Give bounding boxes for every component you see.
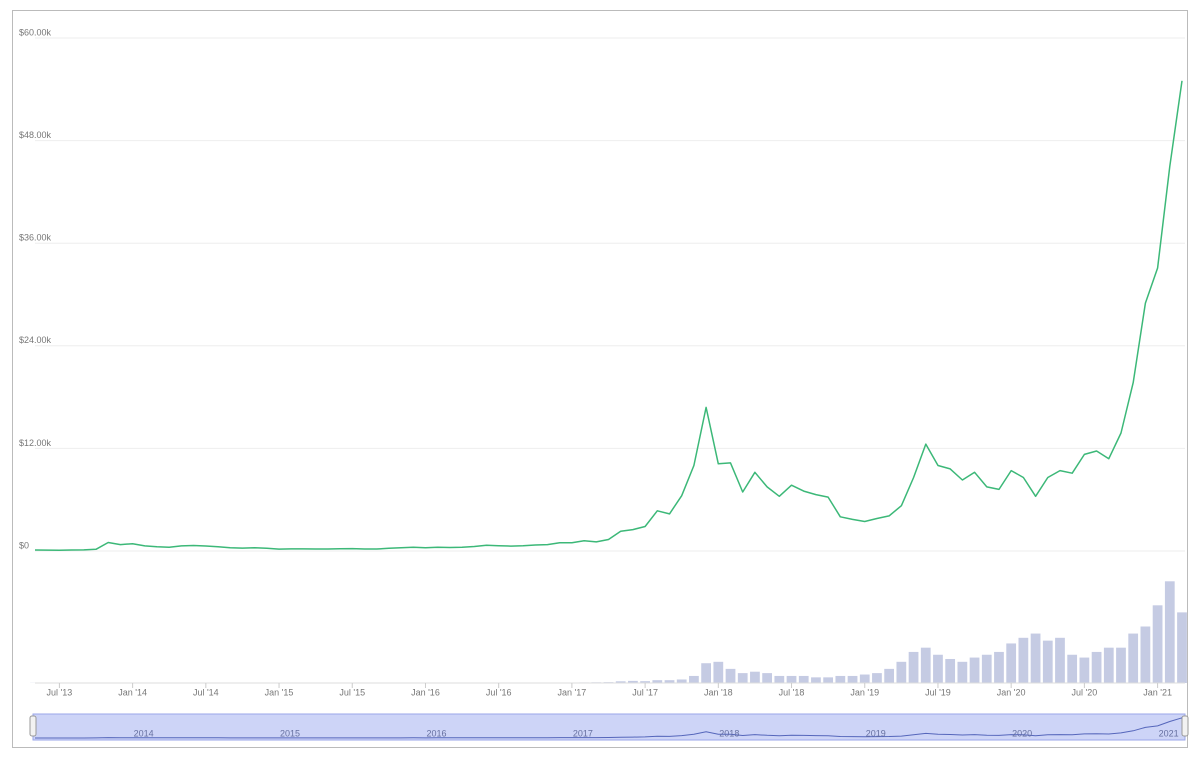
- x-tick-label: Jul '13: [47, 687, 73, 697]
- volume-bar: [689, 675, 699, 683]
- volume-bar: [725, 668, 736, 683]
- volume-bar: [872, 673, 882, 683]
- volume-bar: [1164, 581, 1175, 683]
- volume-bar: [1030, 633, 1041, 683]
- y-tick-label: $36.00k: [19, 233, 52, 243]
- volume-bar: [701, 663, 711, 683]
- y-tick-label: $0: [19, 540, 29, 550]
- volume-bar: [664, 680, 675, 683]
- x-tick-label: Jul '18: [779, 687, 805, 697]
- volume-bar: [762, 673, 773, 683]
- volume-bar: [737, 673, 748, 683]
- volume-bar: [1177, 612, 1187, 683]
- x-tick-label: Jan '17: [558, 687, 587, 697]
- volume-bar: [1055, 637, 1065, 683]
- volume-bar: [835, 675, 846, 683]
- x-tick-label: Jan '14: [118, 687, 147, 697]
- navigator-line: [35, 717, 1183, 739]
- volume-bar: [713, 661, 724, 683]
- y-tick-label: $12.00k: [19, 438, 52, 448]
- volume-bar: [896, 661, 907, 683]
- volume-bar: [786, 675, 797, 683]
- price-line: [34, 80, 1183, 551]
- x-tick-label: Jul '20: [1072, 687, 1098, 697]
- volume-bar: [1006, 643, 1017, 683]
- navigator-label: 2020: [1012, 728, 1032, 738]
- navigator-label: 2017: [573, 728, 593, 738]
- volume-bar: [1042, 640, 1053, 683]
- volume-bar: [859, 674, 870, 683]
- volume-bar: [750, 671, 760, 683]
- x-tick-label: Jul '17: [632, 687, 658, 697]
- volume-bar: [1128, 633, 1139, 683]
- volume-bar: [1079, 657, 1090, 683]
- volume-bar: [676, 679, 687, 683]
- chart-frame: [12, 10, 1188, 748]
- volume-bar: [933, 654, 943, 683]
- navigator-label: 2014: [134, 728, 154, 738]
- volume-bar: [1116, 647, 1126, 683]
- volume-bar: [884, 668, 895, 683]
- x-tick-label: Jan '19: [850, 687, 879, 697]
- navigator-label: 2019: [866, 728, 886, 738]
- volume-bar: [981, 654, 992, 683]
- volume-bar: [847, 675, 858, 683]
- volume-bar: [628, 680, 638, 683]
- x-tick-label: Jul '16: [486, 687, 512, 697]
- x-tick-label: Jan '15: [265, 687, 294, 697]
- volume-bar: [652, 680, 663, 683]
- volume-bar: [640, 681, 650, 683]
- volume-bar: [920, 647, 931, 683]
- volume-bar: [957, 661, 968, 683]
- y-tick-label: $24.00k: [19, 335, 52, 345]
- x-tick-label: Jan '18: [704, 687, 733, 697]
- volume-bar: [823, 677, 834, 683]
- volume-bar: [1103, 647, 1114, 683]
- volume-bar: [811, 677, 821, 683]
- volume-bar: [615, 681, 626, 683]
- x-tick-label: Jul '15: [339, 687, 365, 697]
- volume-bar: [994, 651, 1004, 683]
- volume-bar: [1091, 651, 1102, 683]
- volume-bar: [969, 657, 980, 683]
- volume-bar: [1067, 654, 1078, 683]
- navigator-handle[interactable]: [29, 715, 37, 737]
- volume-bar: [908, 651, 919, 683]
- volume-bar: [945, 658, 956, 683]
- y-tick-label: $60.00k: [19, 27, 52, 37]
- navigator-label: 2016: [426, 728, 446, 738]
- navigator-label: 2015: [280, 728, 300, 738]
- y-tick-label: $48.00k: [19, 130, 52, 140]
- navigator-label: 2021: [1159, 728, 1179, 738]
- volume-bar: [1140, 626, 1151, 683]
- x-tick-label: Jul '19: [925, 687, 951, 697]
- volume-bar: [774, 675, 785, 683]
- navigator-label: 2018: [719, 728, 739, 738]
- volume-bar: [1152, 605, 1163, 683]
- navigator-handle[interactable]: [1181, 715, 1189, 737]
- x-tick-label: Jan '16: [411, 687, 440, 697]
- x-tick-label: Jan '21: [1143, 687, 1172, 697]
- volume-bar: [1018, 637, 1029, 683]
- volume-bar: [798, 675, 809, 683]
- x-tick-label: Jan '20: [997, 687, 1026, 697]
- x-tick-label: Jul '14: [193, 687, 219, 697]
